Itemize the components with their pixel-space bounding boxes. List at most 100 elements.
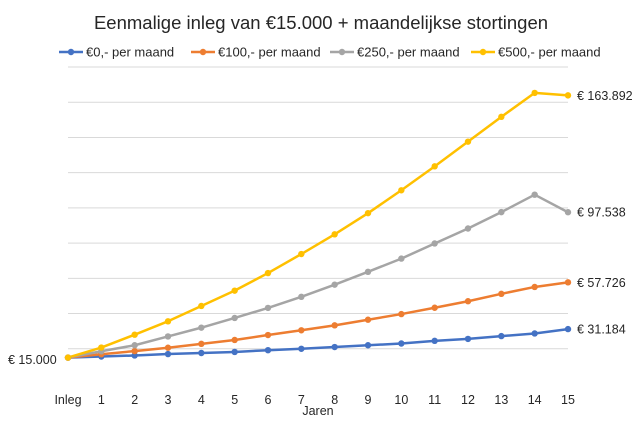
data-point [331,343,338,351]
x-tick-label: 4 [198,393,205,407]
legend-label: €250,- per maand [357,45,460,60]
data-point [131,331,138,338]
legend-item: €500,- per maand [471,45,601,60]
gridlines [68,66,568,350]
data-point [564,279,572,286]
data-point [298,345,305,352]
data-point [264,304,272,312]
data-point [564,209,572,216]
data-point [231,348,238,356]
data-point [98,344,105,351]
start-value-label: € 15.000 [8,353,57,367]
legend-swatch-marker [479,48,487,56]
data-point [531,330,538,337]
data-point [264,269,272,277]
legend-item: €0,- per maand [59,45,174,60]
legend-swatch-marker [67,48,75,56]
end-value-label: € 97.538 [577,206,626,220]
data-point [431,337,438,345]
data-point [498,208,505,216]
data-point [364,316,372,323]
data-point [431,163,438,170]
data-point [364,342,372,349]
data-point [164,344,172,351]
data-point [264,346,272,354]
x-tick-label: 1 [98,393,105,407]
data-point [298,327,305,334]
data-point [231,336,238,344]
data-point [398,310,405,318]
data-point [64,354,72,361]
data-point [564,325,572,333]
data-point [431,240,438,247]
series-line [66,281,570,359]
x-tick-label: 12 [461,393,475,407]
data-point [531,283,538,291]
x-tick-label: 9 [365,393,372,407]
data-point [364,209,372,217]
x-tick-label: 5 [231,393,238,407]
x-tick-label: 11 [428,393,441,407]
x-tick-label: 3 [165,393,172,407]
data-point [298,250,305,258]
data-point [164,333,172,340]
data-point [131,352,138,359]
legend-swatch-marker [199,48,207,56]
x-tick-label: 8 [331,393,338,407]
series-line [66,193,570,359]
x-tick-label: 6 [265,393,272,407]
series-line [66,91,570,359]
x-axis-title: Jaren [302,404,333,418]
data-point [431,304,438,311]
legend: €0,- per maand €100,- per maand €250,- per… [59,45,601,60]
end-value-labels: € 31.184 € 57.726 € 97.538 € 163.892 [577,89,633,337]
end-value-label: € 31.184 [577,323,626,337]
legend-item: €100,- per maand [191,45,321,60]
data-point [564,92,572,99]
data-point [531,191,538,198]
data-point [164,350,172,358]
data-point [498,113,505,121]
legend-label: €100,- per maand [218,45,321,60]
end-value-label: € 163.892 [577,89,633,103]
legend-item: €250,- per maand [330,45,460,60]
data-point [398,340,405,347]
legend-swatch-marker [338,48,346,56]
data-point [131,342,138,349]
x-tick-label: 15 [561,393,575,407]
data-point [298,293,305,301]
data-point [198,302,205,310]
data-point [498,290,505,298]
end-value-label: € 57.726 [577,276,626,290]
data-point [164,318,172,325]
data-point [264,331,272,339]
data-point [231,314,238,322]
x-tick-label: Inleg [54,393,81,407]
data-point [198,340,205,348]
data-point [464,298,472,305]
x-tick-label: 13 [494,393,508,407]
data-point [464,335,472,343]
data-point [398,187,405,194]
data-point [398,255,405,262]
data-point [331,322,338,329]
data-point [331,281,338,288]
data-point [198,349,205,357]
data-point [231,287,238,294]
data-point [331,231,338,238]
data-point [131,347,138,355]
x-tick-label: 10 [394,393,408,407]
chart-title: Eenmalige inleg van €15.000 + maandelijk… [94,12,548,33]
x-tick-label: 2 [131,393,138,407]
legend-label: €500,- per maand [498,45,601,60]
x-tick-label: 7 [298,393,305,407]
series-lines [66,91,570,359]
series-points [64,89,572,361]
data-point [498,332,505,340]
x-axis-tick-labels: Inleg 1 2 3 4 5 6 7 8 9 10 11 12 13 14 15 [54,393,575,407]
data-point [464,138,472,145]
data-point [464,225,472,232]
data-point [364,268,372,276]
